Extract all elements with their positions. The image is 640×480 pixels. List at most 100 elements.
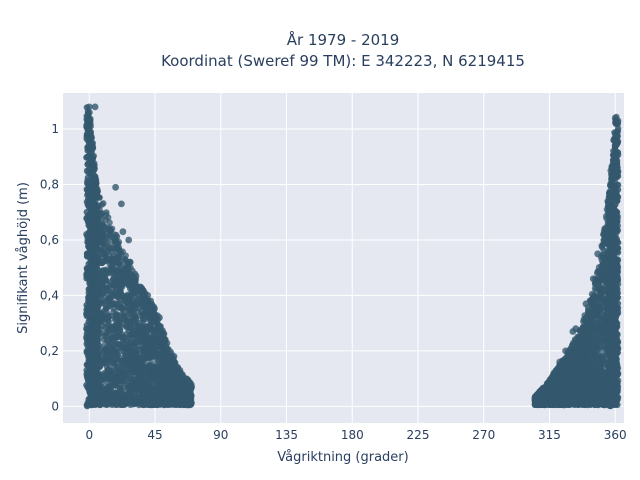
data-point	[87, 378, 94, 385]
data-point	[166, 358, 174, 365]
data-point	[150, 329, 157, 336]
data-point	[100, 200, 107, 207]
data-point	[86, 280, 93, 287]
data-point	[139, 296, 146, 304]
data-point	[104, 268, 112, 275]
data-point	[120, 368, 127, 375]
data-point	[136, 319, 144, 326]
data-point	[161, 345, 168, 353]
data-point	[121, 297, 128, 304]
data-point	[151, 343, 158, 351]
data-point	[115, 319, 122, 326]
data-point	[122, 337, 129, 345]
data-point	[144, 350, 151, 357]
data-point	[102, 277, 110, 284]
data-point	[92, 303, 99, 310]
data-point	[157, 389, 164, 396]
data-point	[111, 389, 119, 396]
data-point	[93, 288, 101, 295]
data-point	[86, 346, 94, 354]
data-point	[132, 338, 139, 345]
data-point	[118, 276, 126, 283]
data-point	[106, 327, 113, 335]
data-point	[84, 144, 91, 151]
data-point	[86, 188, 93, 196]
data-point	[119, 305, 126, 312]
data-point	[146, 324, 153, 332]
data-point	[102, 305, 110, 312]
data-point	[85, 249, 92, 257]
data-point	[90, 238, 97, 245]
data-point	[131, 312, 139, 319]
data-point	[88, 157, 96, 164]
data-point	[148, 364, 156, 372]
data-point	[87, 218, 94, 225]
data-point	[592, 287, 599, 294]
data-point	[104, 378, 111, 386]
data-point	[87, 266, 94, 273]
data-point	[93, 255, 101, 263]
data-point	[161, 362, 169, 369]
data-point	[91, 223, 99, 230]
data-point	[137, 355, 145, 362]
data-point	[116, 327, 123, 335]
data-point	[126, 389, 133, 397]
data-point	[83, 135, 90, 143]
data-point	[130, 347, 138, 355]
data-point	[89, 271, 97, 278]
data-point	[88, 254, 96, 261]
data-point	[105, 299, 112, 306]
data-point	[159, 400, 167, 407]
data-point	[103, 256, 111, 263]
data-point	[87, 314, 95, 321]
data-point	[178, 401, 185, 408]
data-point	[124, 267, 131, 274]
data-point	[119, 377, 126, 384]
data-point	[115, 260, 123, 267]
data-point	[93, 341, 100, 348]
data-point	[124, 349, 131, 356]
data-point	[105, 246, 112, 253]
data-point	[138, 378, 145, 385]
data-point	[91, 385, 98, 392]
data-point	[92, 390, 99, 397]
data-point	[148, 313, 155, 320]
data-point	[126, 320, 134, 328]
data-point	[149, 390, 157, 398]
data-point	[142, 363, 150, 370]
data-point	[89, 212, 97, 219]
data-point	[86, 118, 93, 125]
data-point	[156, 325, 163, 332]
data-point	[94, 357, 101, 364]
data-point	[99, 250, 107, 257]
data-point	[125, 344, 133, 351]
data-point	[157, 368, 164, 375]
data-point	[163, 387, 170, 394]
data-point	[112, 401, 120, 408]
data-point	[107, 373, 115, 380]
data-point	[111, 276, 118, 283]
data-point	[101, 332, 108, 340]
data-point	[146, 380, 153, 387]
data-point	[129, 381, 136, 389]
data-point	[93, 189, 101, 196]
data-point	[99, 221, 106, 228]
data-point	[137, 288, 144, 295]
data-point	[132, 278, 139, 285]
data-point	[101, 373, 108, 381]
data-point	[85, 275, 92, 282]
data-point	[103, 354, 110, 361]
data-point	[111, 282, 118, 289]
data-point	[92, 367, 100, 375]
data-point	[170, 401, 177, 408]
data-point	[133, 301, 140, 309]
data-point	[165, 374, 172, 381]
data-point	[104, 384, 111, 391]
data-point	[181, 393, 188, 400]
data-point	[113, 366, 120, 373]
data-point	[153, 385, 160, 392]
data-point	[135, 346, 143, 353]
data-point	[148, 369, 155, 376]
data-point	[100, 231, 108, 238]
